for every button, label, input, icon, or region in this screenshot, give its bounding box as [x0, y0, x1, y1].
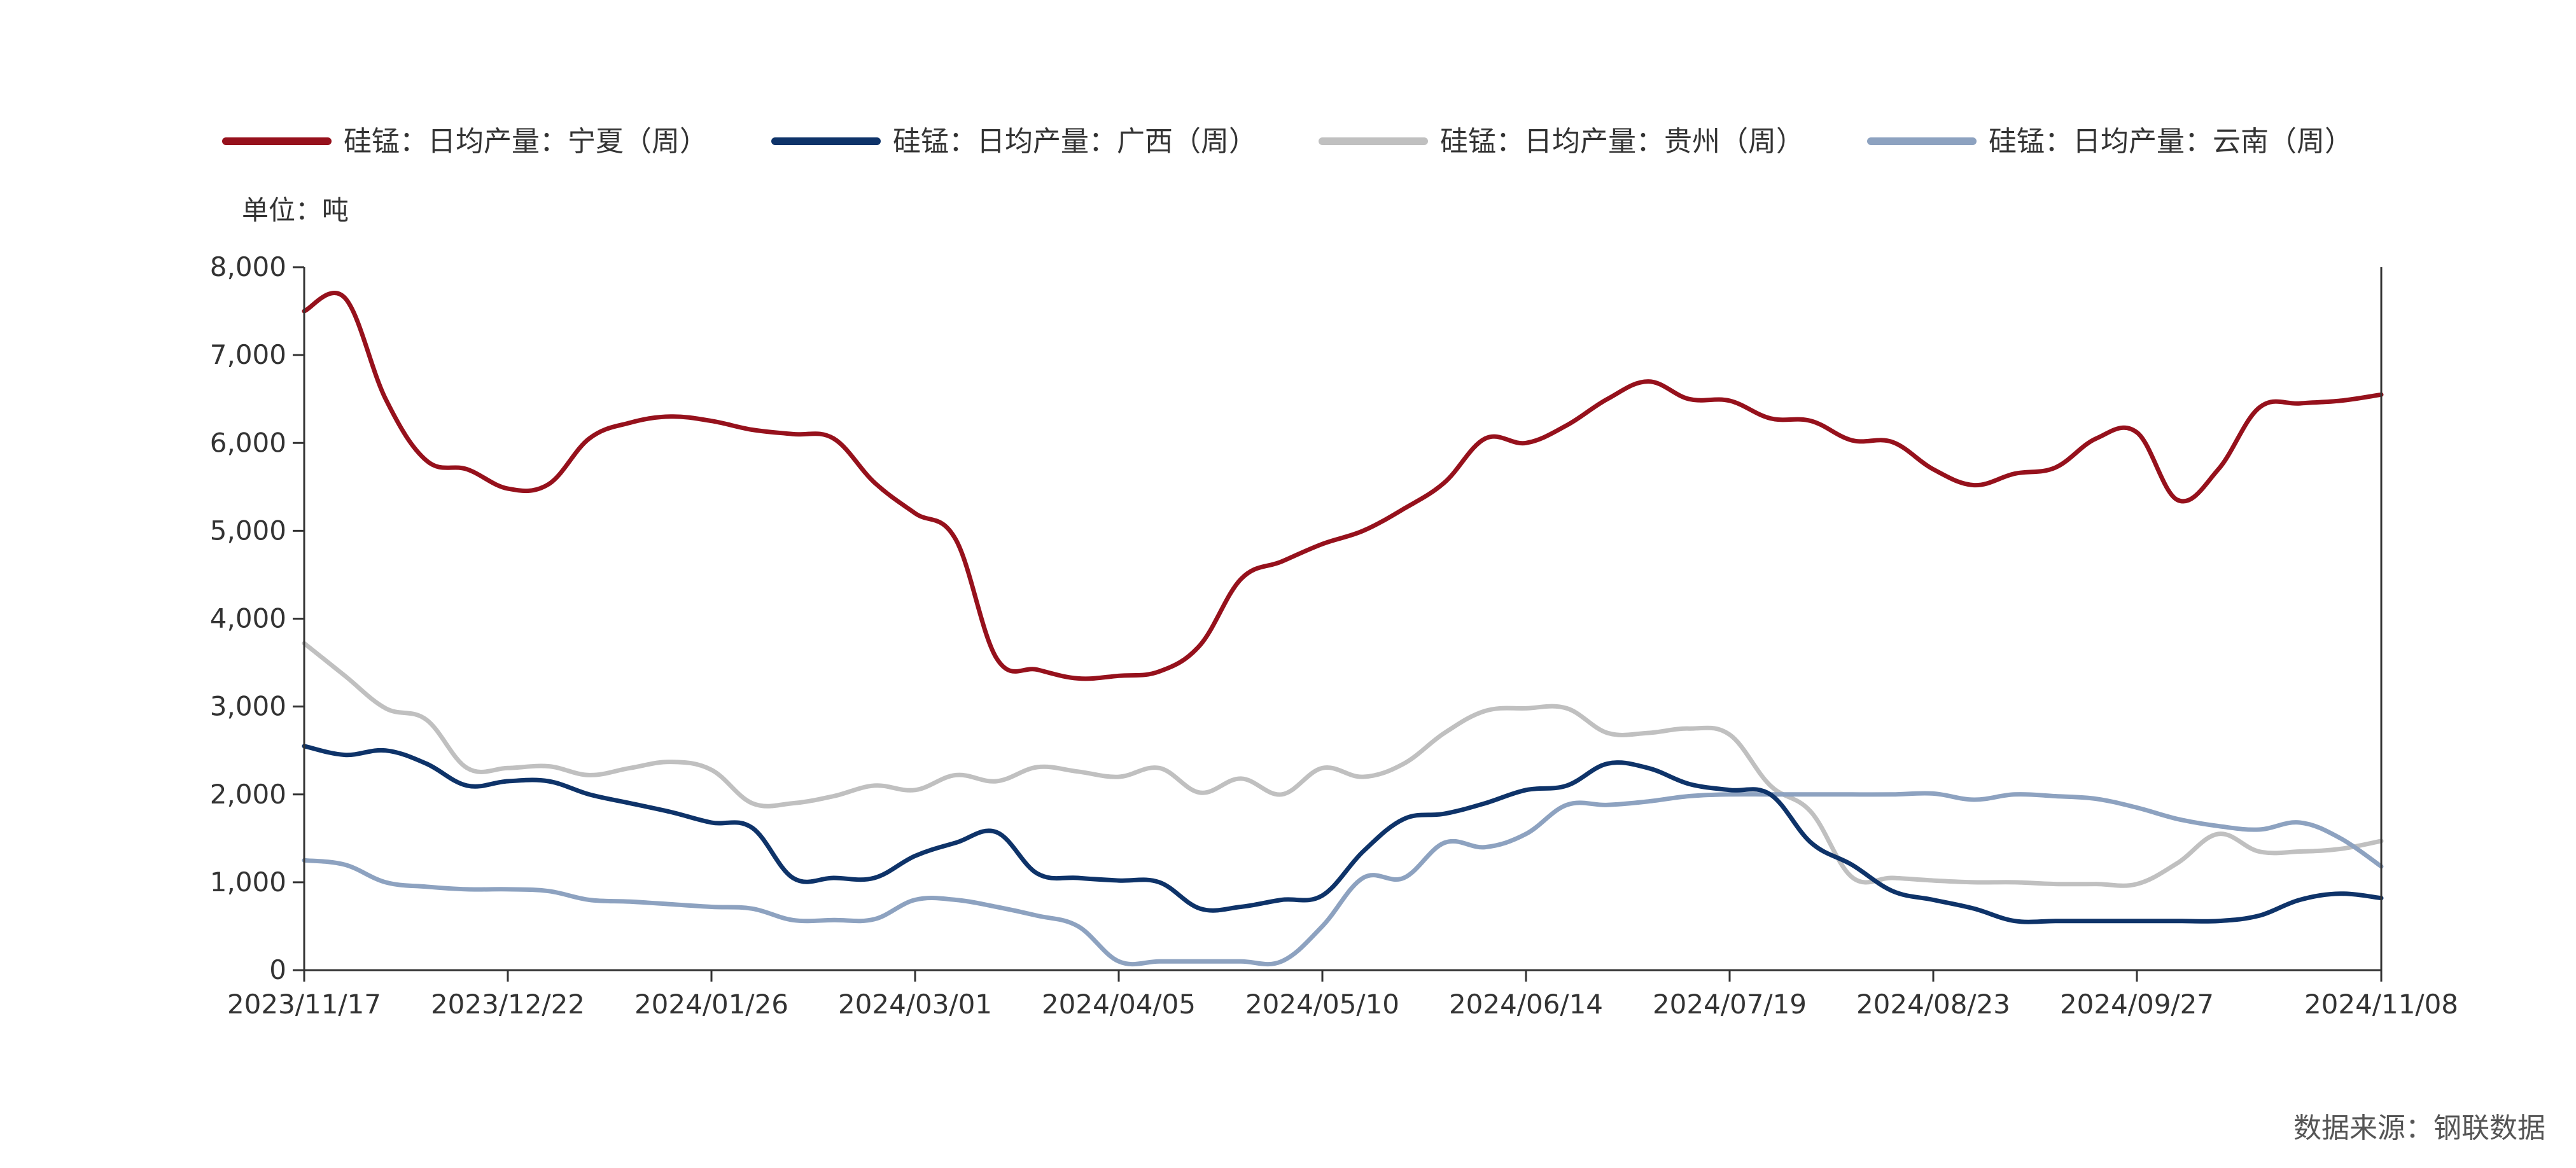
y-axis-unit-label: 单位：吨	[242, 195, 349, 226]
x-tick-label: 2024/01/26	[634, 989, 788, 1020]
legend-label: 硅锰：日均产量：广西（周）	[893, 125, 1257, 158]
legend-label: 硅锰：日均产量：宁夏（周）	[344, 125, 708, 158]
legend: 硅锰：日均产量：宁夏（周） 硅锰：日均产量：广西（周） 硅锰：日均产量：贵州（周） 硅…	[222, 125, 2353, 158]
x-tick-label: 2024/03/01	[838, 989, 992, 1020]
series-line-3	[302, 791, 2384, 967]
y-tick-label: 3,000	[210, 691, 286, 722]
axes	[303, 267, 2383, 971]
y-tick-label: 8,000	[210, 251, 286, 282]
x-tick-label: 2023/11/17	[227, 989, 381, 1020]
legend-item-2: 硅锰：日均产量：贵州（周）	[1319, 125, 1804, 158]
x-tick-label: 2024/07/19	[1653, 989, 1807, 1020]
x-tick-label: 2024/04/05	[1042, 989, 1196, 1020]
x-tick-label: 2024/08/23	[1856, 989, 2010, 1020]
legend-label: 硅锰：日均产量：云南（周）	[1989, 125, 2353, 158]
legend-item-3: 硅锰：日均产量：云南（周）	[1867, 125, 2353, 158]
series-line-0	[302, 291, 2384, 681]
legend-label: 硅锰：日均产量：贵州（周）	[1440, 125, 1804, 158]
data-source-label: 数据来源：钢联数据	[2293, 1112, 2545, 1144]
x-tick-label: 2024/05/10	[1245, 989, 1399, 1020]
x-tick-label: 2024/06/14	[1449, 989, 1603, 1020]
x-tick-label: 2024/11/08	[2304, 989, 2458, 1020]
y-tick-label: 2,000	[210, 779, 286, 810]
y-axis-ticks: 0 1,000 2,000 3,000 4,000 5,000 6,000 7,000 8,00…	[210, 251, 304, 985]
plot-area	[302, 291, 2384, 967]
y-tick-label: 0	[269, 954, 286, 985]
y-tick-label: 5,000	[210, 515, 286, 546]
y-tick-label: 4,000	[210, 603, 286, 634]
x-tick-label: 2023/12/22	[431, 989, 585, 1020]
x-tick-label: 2024/09/27	[2060, 989, 2214, 1020]
series-line-1	[302, 744, 2384, 924]
legend-item-0: 硅锰：日均产量：宁夏（周）	[222, 125, 708, 158]
y-tick-label: 1,000	[210, 866, 286, 898]
x-axis-ticks: 2023/11/17 2023/12/22 2024/01/26 2024/03/01…	[227, 970, 2458, 1020]
y-tick-label: 7,000	[210, 339, 286, 370]
y-tick-label: 6,000	[210, 427, 286, 458]
series-line-2	[302, 641, 2384, 888]
legend-item-1: 硅锰：日均产量：广西（周）	[771, 125, 1257, 158]
